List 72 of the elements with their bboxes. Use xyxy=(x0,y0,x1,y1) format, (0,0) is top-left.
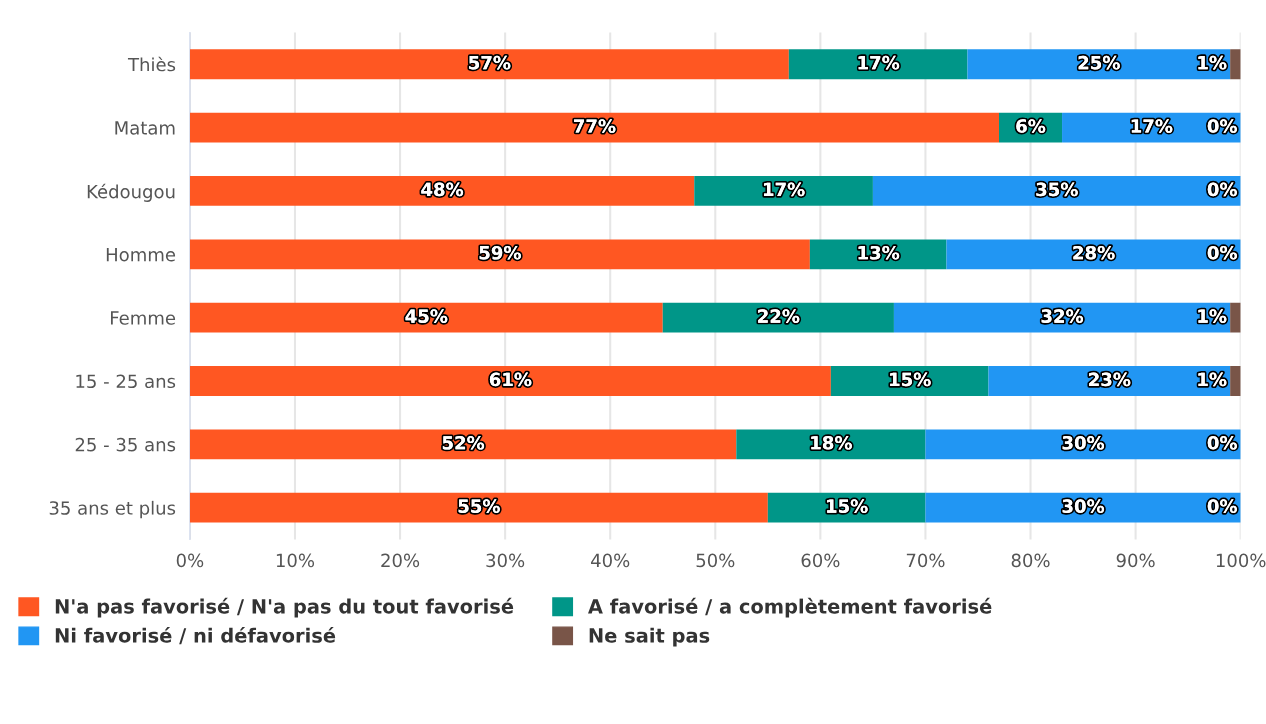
y-tick-label: Kédougou xyxy=(87,183,175,202)
bar xyxy=(736,429,926,460)
y-tick-label: Thiès xyxy=(127,56,176,72)
data-label: 13% xyxy=(858,245,900,260)
x-tick-label: 20% xyxy=(381,553,420,568)
data-label: 0% xyxy=(1207,435,1237,450)
bar xyxy=(189,302,663,333)
data-label: 25% xyxy=(1078,55,1120,70)
data-label: 28% xyxy=(1073,245,1115,260)
data-label: 61% xyxy=(489,372,532,387)
x-tick-label: 90% xyxy=(1116,553,1155,568)
bar xyxy=(189,49,789,80)
data-label: 17% xyxy=(858,55,900,70)
data-label: 17% xyxy=(764,182,805,197)
bar xyxy=(788,49,968,80)
x-tick-label: 100% xyxy=(1216,553,1266,568)
data-label: 15% xyxy=(890,372,931,387)
x-tick-label: 80% xyxy=(1011,553,1050,568)
data-label: 52% xyxy=(442,435,485,450)
y-tick-label: Homme xyxy=(106,248,176,262)
data-label: 48% xyxy=(421,182,464,197)
bar xyxy=(1230,302,1241,333)
legend-label: Ne sait pas xyxy=(589,627,710,647)
x-tick-label: 0% xyxy=(176,553,204,568)
data-label: 32% xyxy=(1041,309,1084,323)
data-label: 0% xyxy=(1207,245,1237,260)
y-tick-label: 25 - 35 ans xyxy=(75,437,176,452)
y-tick-label: 15 - 25 ans xyxy=(76,374,176,389)
data-label: 45% xyxy=(405,309,448,323)
x-tick-label: 70% xyxy=(906,553,945,568)
bar xyxy=(189,492,768,523)
data-label: 6% xyxy=(1016,119,1046,133)
data-label: 0% xyxy=(1207,499,1237,513)
x-tick-label: 40% xyxy=(591,553,630,568)
bar xyxy=(1230,49,1241,80)
data-label: 17% xyxy=(1131,119,1173,133)
y-tick-label: 35 ans et plus xyxy=(49,500,176,519)
bar xyxy=(694,176,873,206)
data-label: 22% xyxy=(758,309,800,323)
data-label: 23% xyxy=(1089,372,1131,387)
data-label: 1% xyxy=(1198,309,1227,323)
data-label: 77% xyxy=(574,119,616,133)
data-label: 35% xyxy=(1036,182,1078,197)
data-label: 15% xyxy=(827,499,868,513)
y-tick-label: Matam xyxy=(115,121,175,135)
data-label: 59% xyxy=(479,245,521,260)
legend-label: A favorisé / a complètement favorisé xyxy=(588,597,992,618)
data-label: 0% xyxy=(1207,119,1237,133)
data-label: 1% xyxy=(1198,55,1227,70)
bar xyxy=(189,112,999,143)
data-label: 30% xyxy=(1062,435,1105,450)
data-label: 30% xyxy=(1062,499,1105,513)
bar xyxy=(189,429,737,460)
bar xyxy=(1230,366,1241,396)
data-label: 55% xyxy=(458,499,500,513)
bar xyxy=(893,302,1231,333)
legend-label: N'a pas favorisé / N'a pas du tout favorisé xyxy=(55,597,514,618)
data-label: 57% xyxy=(469,55,511,70)
data-label: 0% xyxy=(1207,182,1237,197)
bar xyxy=(189,176,695,206)
bar xyxy=(189,366,831,396)
x-tick-label: 50% xyxy=(696,553,735,568)
bar xyxy=(189,239,810,270)
legend-label: Ni favorisé / ni défavorisé xyxy=(55,626,336,645)
x-tick-label: 10% xyxy=(276,553,315,568)
bar xyxy=(872,176,1241,206)
data-label: 1% xyxy=(1198,372,1227,387)
bar xyxy=(662,302,894,333)
data-label: 18% xyxy=(811,435,852,450)
x-tick-label: 60% xyxy=(801,553,840,568)
y-tick-label: Femme xyxy=(111,311,176,325)
x-tick-label: 30% xyxy=(486,553,525,568)
